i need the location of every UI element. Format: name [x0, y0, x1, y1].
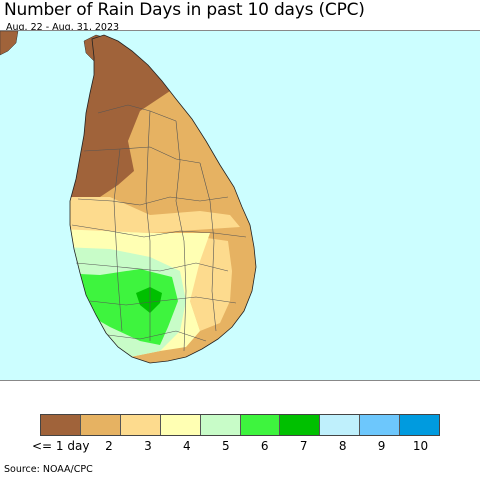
legend-swatch	[159, 415, 200, 435]
map-area	[0, 30, 480, 381]
zone-3-days-southeast	[190, 237, 232, 331]
legend-swatch	[319, 415, 360, 435]
legend-label: 2	[105, 439, 113, 453]
india-tip-land	[0, 31, 19, 56]
legend-label: 3	[144, 439, 152, 453]
source-credit: Source: NOAA/CPC	[4, 464, 93, 475]
legend: <= 1 day 2 3 4 5 6 7 8 9 10	[32, 414, 440, 454]
legend-label: 9	[377, 439, 386, 453]
legend-label: 4	[183, 439, 191, 453]
legend-swatch	[79, 415, 120, 435]
district-boundaries	[71, 104, 247, 352]
sri-lanka-rain-days-map	[0, 31, 480, 380]
legend-label: 7	[299, 439, 308, 453]
legend-swatch	[119, 415, 160, 435]
legend-label: 6	[260, 439, 269, 453]
legend-labels: <= 1 day 2 3 4 5 6 7 8 9 10	[32, 439, 440, 453]
legend-swatch	[199, 415, 240, 435]
zone-7-days	[136, 287, 162, 313]
legend-label: 10	[412, 439, 429, 453]
legend-swatch	[279, 415, 320, 435]
date-range-subtitle: Aug. 22 - Aug. 31, 2023	[6, 22, 120, 33]
legend-color-bar	[40, 414, 440, 436]
legend-swatch	[359, 415, 400, 435]
legend-label: 8	[338, 439, 347, 453]
legend-label: 5	[221, 439, 230, 453]
legend-swatch	[239, 415, 280, 435]
island-outline	[69, 34, 257, 364]
map-title: Number of Rain Days in past 10 days (CPC…	[4, 0, 365, 20]
legend-label: <= 1 day	[32, 439, 90, 453]
legend-swatch	[41, 415, 80, 435]
legend-swatch	[399, 415, 440, 435]
zone-3-days-central	[70, 197, 240, 233]
